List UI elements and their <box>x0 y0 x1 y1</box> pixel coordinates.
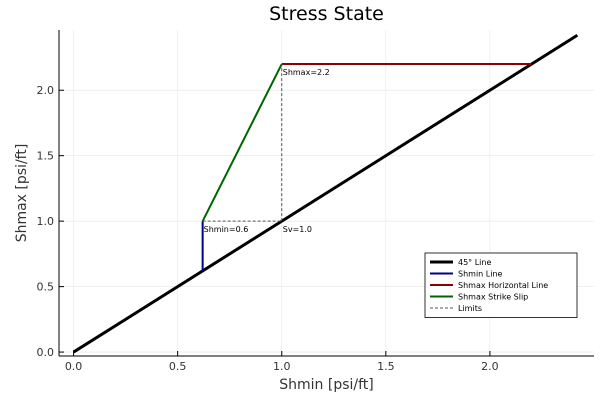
annotation-label: Shmin=0.6 <box>204 225 249 234</box>
legend-label-45-line: 45° Line <box>458 258 491 267</box>
x-tick-label: 0.0 <box>65 360 83 373</box>
x-tick-label: 1.0 <box>273 360 291 373</box>
x-tick-label: 0.5 <box>169 360 187 373</box>
legend: 45° Line Shmin Line Shmax Horizontal Line S… <box>424 252 578 318</box>
legend-label-shmax-strike-slip: Shmax Strike Slip <box>458 293 528 302</box>
series-group <box>72 33 579 354</box>
legend-label-limits: Limits <box>458 304 482 313</box>
x-axis-label: Shmin [psi/ft] <box>279 377 374 393</box>
y-tick-label: 1.0 <box>37 215 55 228</box>
series-45-line-line <box>72 33 579 354</box>
annotation-label: Sv=1.0 <box>283 225 312 234</box>
chart-title: Stress State <box>269 3 384 25</box>
x-tick-label: 1.5 <box>377 360 395 373</box>
annotation-label: Shmax=2.2 <box>283 68 330 77</box>
y-tick-label: 1.5 <box>37 150 55 163</box>
y-axis-label: Shmax [psi/ft] <box>14 144 30 243</box>
series-shmax-strike-slip-line <box>201 63 283 222</box>
tick-marks: 0.0 0.5 1.0 1.5 2.0 0.0 0.5 1.0 1.5 2.0 <box>37 84 499 373</box>
y-tick-label: 0.5 <box>37 281 55 294</box>
annotations-group: Shmin=0.6 Sv=1.0 Shmax=2.2 <box>204 68 330 234</box>
x-tick-label: 2.0 <box>481 360 499 373</box>
y-tick-label: 0.0 <box>37 346 55 359</box>
y-tick-label: 2.0 <box>37 84 55 97</box>
axes <box>58 30 594 357</box>
legend-label-shmin-line: Shmin Line <box>458 270 503 279</box>
legend-label-shmax-horizontal-line: Shmax Horizontal Line <box>458 281 548 290</box>
